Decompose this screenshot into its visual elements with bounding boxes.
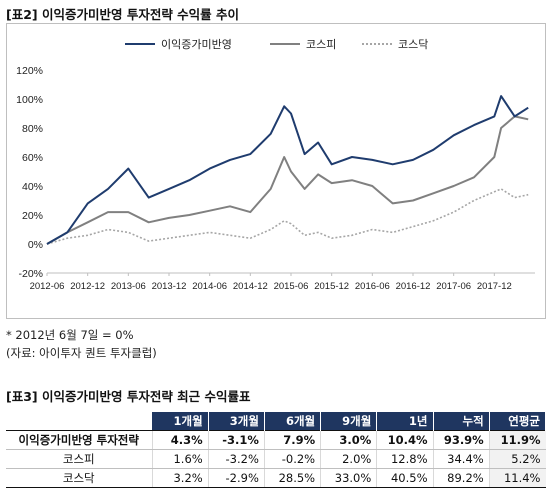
table-cell: 4.3%: [151, 430, 209, 450]
chart-area: -20% 0% 20% 40% 60% 80% 100% 120% 2012-06 2012-12…: [6, 23, 546, 319]
table-cell: -3.2%: [207, 449, 265, 469]
table-cell: 2.0%: [320, 449, 377, 469]
source-note: (자료: 아이투자 퀀트 투자클럽): [6, 346, 157, 360]
table-cell: 28.5%: [263, 468, 321, 488]
y-tick-label: 20%: [22, 210, 43, 222]
base-date-note: * 2012년 6월 7일 = 0%: [6, 328, 134, 342]
x-tick-label: 2012-12: [70, 281, 105, 292]
table-cell: 93.9%: [432, 430, 490, 450]
table-cell: -0.2%: [263, 449, 321, 469]
table-cell: 89.2%: [432, 468, 490, 488]
x-tick-label: 2013-06: [111, 281, 146, 292]
table-corner: [6, 412, 152, 431]
table-cell: 11.9%: [488, 430, 546, 450]
x-tick-label: 2017-06: [436, 281, 471, 292]
series-line-strategy: [46, 95, 529, 245]
table-cell: 7.9%: [263, 430, 321, 450]
table-cell: 34.4%: [432, 449, 490, 469]
table-cell: 11.4%: [488, 468, 546, 488]
table-cell: 3.2%: [151, 468, 209, 488]
chart-title: [표2] 이익증가미반영 투자전략 수익률 추이: [6, 7, 240, 22]
table-cell: 5.2%: [488, 449, 546, 469]
table-row: 코스피 1.6% -3.2% -0.2% 2.0% 12.8% 34.4% 5.…: [6, 449, 546, 469]
x-tick-label: 2016-06: [355, 281, 390, 292]
table-row: 이익증가미반영 투자전략 4.3% -3.1% 7.9% 3.0% 10.4% …: [6, 430, 546, 450]
x-tick-label: 2016-12: [396, 281, 431, 292]
x-tick-label: 2015-06: [274, 281, 309, 292]
table-cell: 12.8%: [376, 449, 434, 469]
y-tick-label: 60%: [22, 152, 43, 164]
x-tick-label: 2014-12: [233, 281, 268, 292]
line-chart: -20% 0% 20% 40% 60% 80% 100% 120% 2012-06 2012-12…: [16, 38, 535, 292]
table-header-row: 1개월 3개월 6개월 9개월 1년 누적 연평균: [6, 412, 547, 431]
table-cell: -3.1%: [207, 430, 265, 450]
y-tick-label: 0%: [28, 239, 43, 251]
col-header: 1년: [376, 412, 434, 431]
row-name: 코스닥: [6, 468, 152, 488]
col-header: 3개월: [208, 412, 265, 431]
row-name: 이익증가미반영 투자전략: [6, 430, 152, 450]
y-tick-label: 100%: [16, 94, 43, 106]
y-tick-label: 40%: [22, 181, 43, 193]
x-tick-label: 2014-06: [192, 281, 227, 292]
series-line-kosdaq: [46, 188, 529, 245]
col-header: 6개월: [264, 412, 322, 431]
row-name: 코스피: [6, 449, 152, 469]
x-tick-label: 2013-12: [152, 281, 187, 292]
table-cell: 1.6%: [151, 449, 209, 469]
table-cell: 3.0%: [320, 430, 377, 450]
table-cell: 33.0%: [320, 468, 377, 488]
x-tick-label: 2017-12: [477, 281, 512, 292]
col-header: 누적: [433, 412, 490, 431]
table-row: 코스닥 3.2% -2.9% 28.5% 33.0% 40.5% 89.2% 1…: [6, 468, 546, 488]
legend-label: 코스피: [306, 38, 336, 51]
returns-table: 1개월 3개월 6개월 9개월 1년 누적 연평균 이익증가미반영 투자전략 4…: [6, 412, 547, 488]
col-header: 9개월: [320, 412, 378, 431]
y-tick-label: -20%: [18, 268, 43, 280]
table-cell: -2.9%: [207, 468, 265, 488]
y-tick-label: 80%: [22, 123, 43, 135]
table-cell: 40.5%: [376, 468, 434, 488]
x-tick-label: 2015-12: [314, 281, 349, 292]
series-line-kospi: [46, 115, 529, 245]
legend-label: 코스닥: [398, 38, 428, 51]
legend-label: 이익증가미반영: [161, 38, 232, 51]
x-tick-label: 2012-06: [30, 281, 65, 292]
table-cell: 10.4%: [376, 430, 434, 450]
table-title: [표3] 이익증가미반영 투자전략 최근 수익률표: [6, 389, 251, 404]
col-header: 연평균: [489, 412, 547, 431]
y-tick-label: 120%: [16, 65, 43, 77]
col-header: 1개월: [152, 412, 209, 431]
